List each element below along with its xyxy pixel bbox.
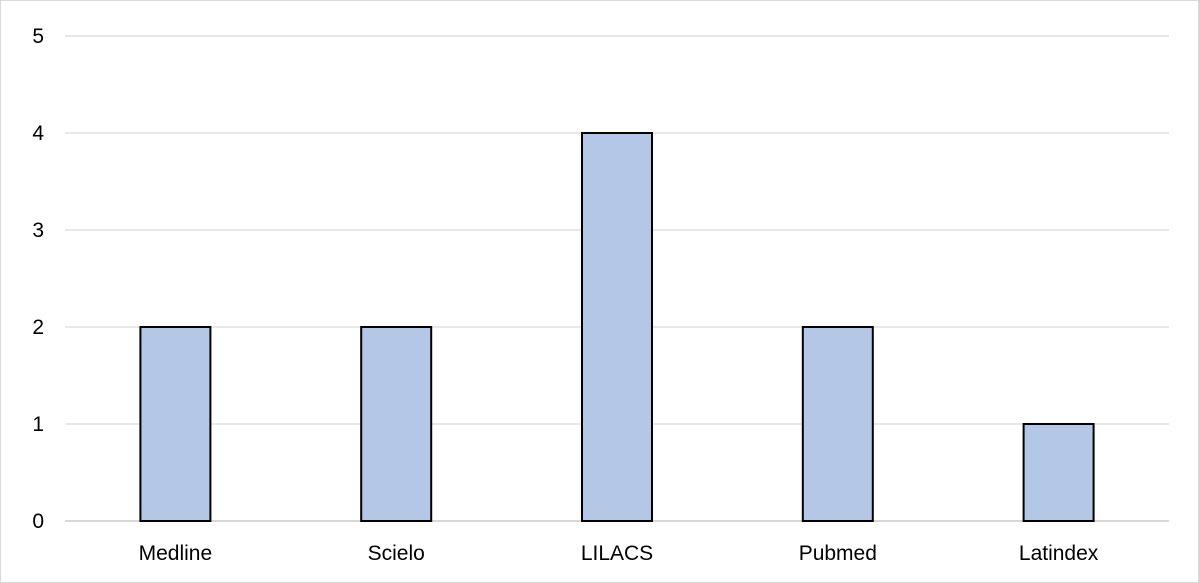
x-tick-label-latindex: Latindex	[1019, 542, 1099, 565]
x-tick-label-lilacs: LILACS	[581, 542, 653, 565]
bar-medline	[139, 326, 212, 522]
x-axis-ticks: Medline Scielo LILACS Pubmed Latindex	[139, 542, 1099, 565]
x-tick-label-scielo: Scielo	[368, 542, 425, 565]
y-tick-label-2: 2	[32, 316, 44, 339]
y-tick-label-3: 3	[32, 219, 44, 242]
bar-latindex	[1022, 423, 1095, 522]
y-tick-label-1: 1	[32, 413, 44, 436]
y-axis-ticks: 0 1 2 3 4 5	[32, 25, 44, 533]
bar-scielo	[360, 326, 433, 522]
y-tick-label-4: 4	[32, 122, 44, 145]
bar-pubmed	[801, 326, 874, 522]
x-tick-label-pubmed: Pubmed	[799, 542, 877, 565]
bar-lilacs	[581, 132, 653, 522]
y-tick-label-0: 0	[32, 510, 44, 533]
y-tick-label-5: 5	[32, 25, 44, 48]
x-tick-label-medline: Medline	[139, 542, 213, 565]
bars	[139, 132, 1095, 522]
